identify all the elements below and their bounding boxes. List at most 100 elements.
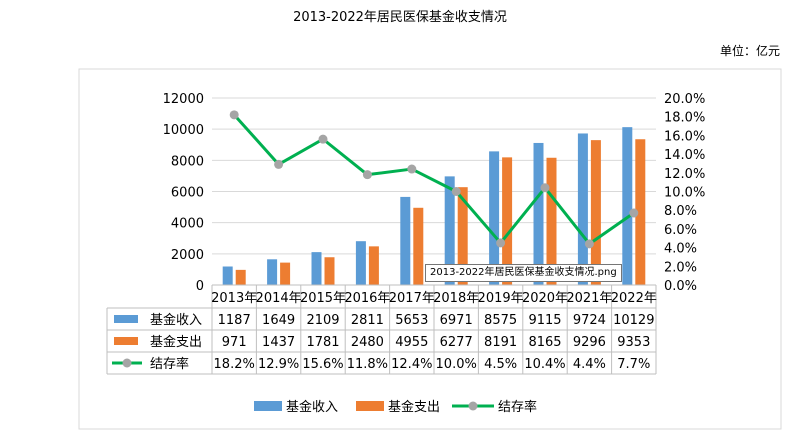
y-tick-label: 12000 [163,92,204,107]
expense-bar [324,257,335,285]
table-cell: 18.2% [214,357,255,372]
expense-bar [546,157,557,285]
table-cell: 7.7% [617,357,650,372]
table-cell: 2480 [351,335,384,350]
table-cell: 6971 [440,313,473,328]
table-cell: 9353 [617,335,650,350]
x-category-label: 2015年 [300,291,346,306]
table-cell: 9724 [573,313,606,328]
table-cell: 8575 [484,313,517,328]
table-cell: 10.0% [436,357,477,372]
x-category-label: 2018年 [433,291,479,306]
table-cell: 9115 [528,313,561,328]
x-category-label: 2014年 [256,291,302,306]
expense-bar [635,139,646,285]
x-category-label: 2017年 [389,291,435,306]
table-cell: 971 [222,335,247,350]
rate-marker [362,170,372,180]
y2-tick-label: 4.0% [664,242,697,257]
x-category-label: 2013年 [211,291,257,306]
rate-marker [318,134,328,144]
income-bar [577,133,588,285]
x-category-label: 2019年 [478,291,524,306]
rate-marker [496,238,506,248]
income-bar [311,252,322,285]
rate-marker [407,164,417,174]
y2-tick-label: 18.0% [664,111,705,126]
y-tick-label: 10000 [163,123,204,138]
y2-tick-label: 12.0% [664,167,705,182]
table-cell: 10129 [613,313,654,328]
income-bar [400,196,411,285]
y2-tick-label: 2.0% [664,260,697,275]
table-cell: 6277 [440,335,473,350]
table-cell: 5653 [395,313,428,328]
rate-marker [451,187,461,196]
expense-bar [280,262,291,285]
expense-bar [502,157,513,285]
table-row-label: 基金支出 [150,334,202,350]
y2-tick-label: 16.0% [664,129,705,144]
table-row-label: 基金收入 [150,312,202,328]
table-cell: 2811 [351,313,384,328]
rate-marker [540,183,550,193]
y-tick-label: 2000 [171,248,204,263]
income-bar [489,151,500,285]
rate-marker [584,239,594,249]
table-row-label: 结存率 [150,356,189,372]
table-key-income [114,315,138,323]
y2-tick-label: 6.0% [664,223,697,238]
y-tick-label: 0 [196,279,204,294]
table-cell: 2109 [306,313,339,328]
table-key-rate-marker [122,358,132,368]
income-bar [533,142,544,285]
image-tooltip: 2013-2022年居民医保基金收支情况.png [425,264,622,282]
table-cell: 1187 [218,313,251,328]
y2-tick-label: 0.0% [664,279,697,294]
legend-key-income [254,401,282,411]
income-bar [444,176,455,285]
y2-tick-label: 10.0% [664,186,705,201]
table-cell: 10.4% [524,357,565,372]
table-cell: 12.4% [391,357,432,372]
legend-label-income: 基金收入 [286,399,338,415]
y2-tick-label: 20.0% [664,92,705,107]
x-category-label: 2022年 [611,291,657,306]
expense-bar [457,187,468,285]
income-bar [355,241,366,285]
expense-bar [590,140,601,285]
expense-bar [368,246,379,285]
chart-title: 2013-2022年居民医保基金收支情况 [293,10,507,25]
y2-tick-label: 8.0% [664,204,697,219]
legend-label-rate: 结存率 [498,399,537,415]
table-cell: 1781 [306,335,339,350]
table-cell: 1649 [262,313,295,328]
income-bar [267,259,278,285]
table-cell: 12.9% [258,357,299,372]
rate-marker [229,110,239,120]
expense-bar [235,269,246,285]
table-cell: 8191 [484,335,517,350]
legend-key-expense [356,401,384,411]
table-cell: 8165 [528,335,561,350]
y2-tick-label: 14.0% [664,148,705,163]
legend-key-rate-marker [468,401,478,411]
table-cell: 1437 [262,335,295,350]
rate-marker [274,159,284,169]
table-key-expense [114,337,138,345]
expense-bar [413,207,424,285]
table-cell: 15.6% [302,357,343,372]
unit-label: 单位：亿元 [719,44,780,58]
income-bar [622,127,633,285]
x-category-label: 2021年 [566,291,612,306]
rate-marker [629,208,639,218]
rate-line [233,113,635,246]
y-tick-label: 6000 [171,186,204,201]
income-bar [222,266,233,285]
table-cell: 4955 [395,335,428,350]
table-cell: 9296 [573,335,606,350]
x-category-label: 2020年 [522,291,568,306]
x-category-label: 2016年 [344,291,390,306]
chart-frame [78,68,782,430]
